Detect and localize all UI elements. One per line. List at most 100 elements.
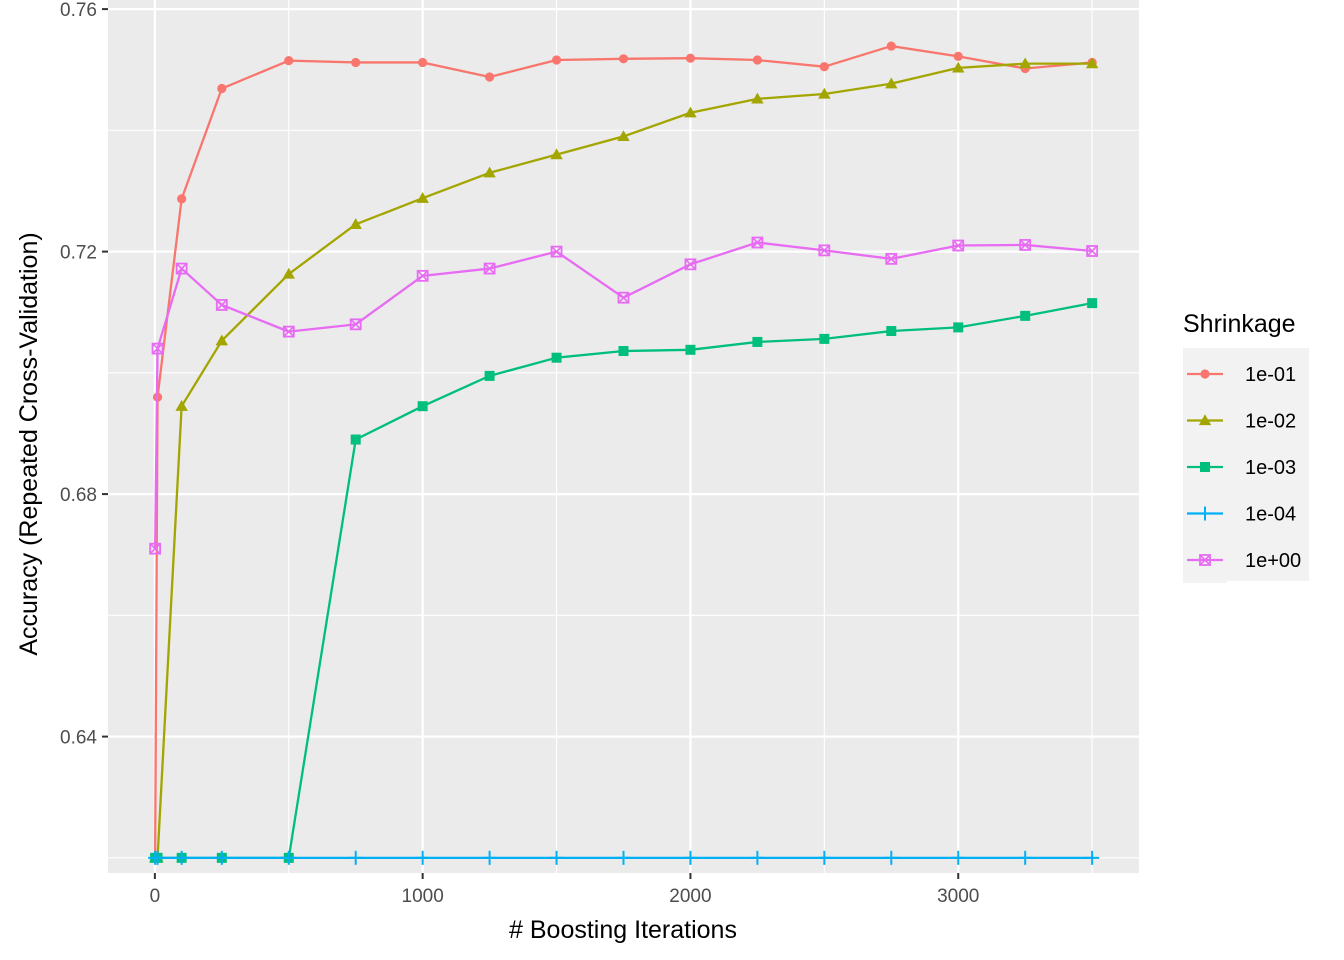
data-point	[550, 148, 563, 160]
data-point	[177, 194, 187, 204]
x-tick-label: 1000	[402, 886, 444, 907]
data-point	[551, 55, 562, 65]
data-point	[1019, 239, 1032, 251]
legend-item-1e-03: 1e-03	[1183, 444, 1296, 490]
data-point-box	[550, 245, 563, 258]
data-point	[175, 262, 188, 275]
data-point	[886, 326, 897, 337]
data-point-cross-b	[283, 326, 295, 338]
data-point	[683, 850, 698, 865]
data-point-box	[483, 262, 496, 275]
data-point	[351, 57, 361, 68]
data-point	[1085, 850, 1100, 865]
data-point-cross-b	[350, 318, 362, 330]
data-point-cross-b	[417, 270, 429, 282]
data-point	[483, 262, 496, 275]
minor-gridlines	[108, 0, 1139, 873]
data-point	[417, 401, 428, 412]
data-point-cross-b	[885, 253, 897, 265]
data-point	[818, 87, 831, 99]
data-point-cross-b	[1086, 245, 1098, 257]
data-point	[685, 53, 696, 63]
data-point	[217, 83, 227, 94]
major-gridlines	[108, 0, 1139, 873]
data-point	[349, 218, 362, 229]
data-point	[1198, 506, 1212, 521]
legend-label: 1e-03	[1245, 457, 1296, 479]
data-point-cross-b	[684, 258, 697, 270]
series-1e-04	[148, 850, 1100, 865]
data-point	[886, 41, 896, 51]
data-point	[1199, 554, 1211, 566]
y-tick-label: 0.64	[60, 728, 97, 749]
data-point-cross-b	[617, 292, 630, 304]
data-point-box	[751, 236, 764, 249]
y-tick-label: 0.68	[60, 485, 97, 506]
data-point	[819, 62, 829, 72]
data-point-box	[684, 258, 697, 271]
data-point-box	[416, 269, 429, 282]
data-point-cross-b	[176, 263, 188, 275]
data-point	[416, 269, 429, 282]
data-point-box	[952, 239, 965, 252]
data-point	[215, 299, 228, 311]
legend-item-1e-04: 1e-04	[1183, 490, 1296, 537]
data-point	[953, 51, 963, 61]
data-point	[617, 130, 630, 142]
data-point	[817, 850, 832, 865]
data-point	[1200, 369, 1210, 379]
data-point	[281, 850, 296, 865]
data-point	[951, 850, 966, 865]
data-point	[483, 166, 496, 178]
data-point	[1087, 298, 1098, 309]
data-point	[818, 244, 831, 257]
data-point	[684, 106, 697, 118]
data-point	[1020, 310, 1031, 321]
data-point	[174, 850, 189, 865]
data-point	[215, 334, 229, 346]
data-point	[348, 850, 363, 865]
data-point-box	[1086, 245, 1099, 257]
data-point-box	[175, 262, 188, 275]
plot-panel	[108, 0, 1139, 873]
data-point	[149, 542, 162, 555]
data-point	[1198, 414, 1212, 426]
data-point	[150, 850, 165, 865]
data-point	[952, 61, 965, 73]
data-point-cross-b	[149, 543, 161, 555]
data-point	[282, 267, 295, 279]
data-point-box	[1019, 239, 1032, 251]
data-point-cross-b	[751, 236, 763, 249]
legend: Shrinkage 1e-01 1e-02 1e-03 1e-04 1e+00	[1183, 310, 1309, 583]
data-point	[1200, 462, 1210, 472]
data-point	[418, 57, 428, 68]
data-point-box	[349, 318, 362, 331]
legend-item-1e+00: 1e+00	[1183, 537, 1301, 583]
data-point-box	[151, 342, 164, 355]
data-point-box	[282, 325, 295, 338]
data-point-cross-b	[550, 246, 563, 258]
data-point	[752, 336, 763, 347]
data-point-box	[885, 252, 898, 265]
data-point	[618, 54, 629, 64]
data-point	[751, 236, 764, 249]
data-point-box	[617, 291, 630, 304]
data-point	[1086, 245, 1099, 257]
data-point	[618, 346, 629, 357]
legend-title: Shrinkage	[1183, 310, 1296, 338]
x-tick-label: 3000	[937, 886, 979, 907]
data-point	[751, 92, 764, 104]
data-point	[884, 850, 899, 865]
axis-ticks	[102, 8, 960, 879]
data-point	[1018, 57, 1032, 69]
data-point	[484, 370, 495, 381]
data-point	[175, 399, 188, 411]
series-layer	[148, 41, 1100, 865]
data-point	[953, 322, 964, 333]
data-point	[551, 352, 562, 363]
data-point	[617, 291, 630, 304]
x-axis-title: # Boosting Iterations	[509, 916, 737, 944]
legend-item-1e-02: 1e-02	[1183, 397, 1296, 444]
data-point	[885, 77, 898, 89]
data-point-cross-b	[818, 244, 830, 256]
